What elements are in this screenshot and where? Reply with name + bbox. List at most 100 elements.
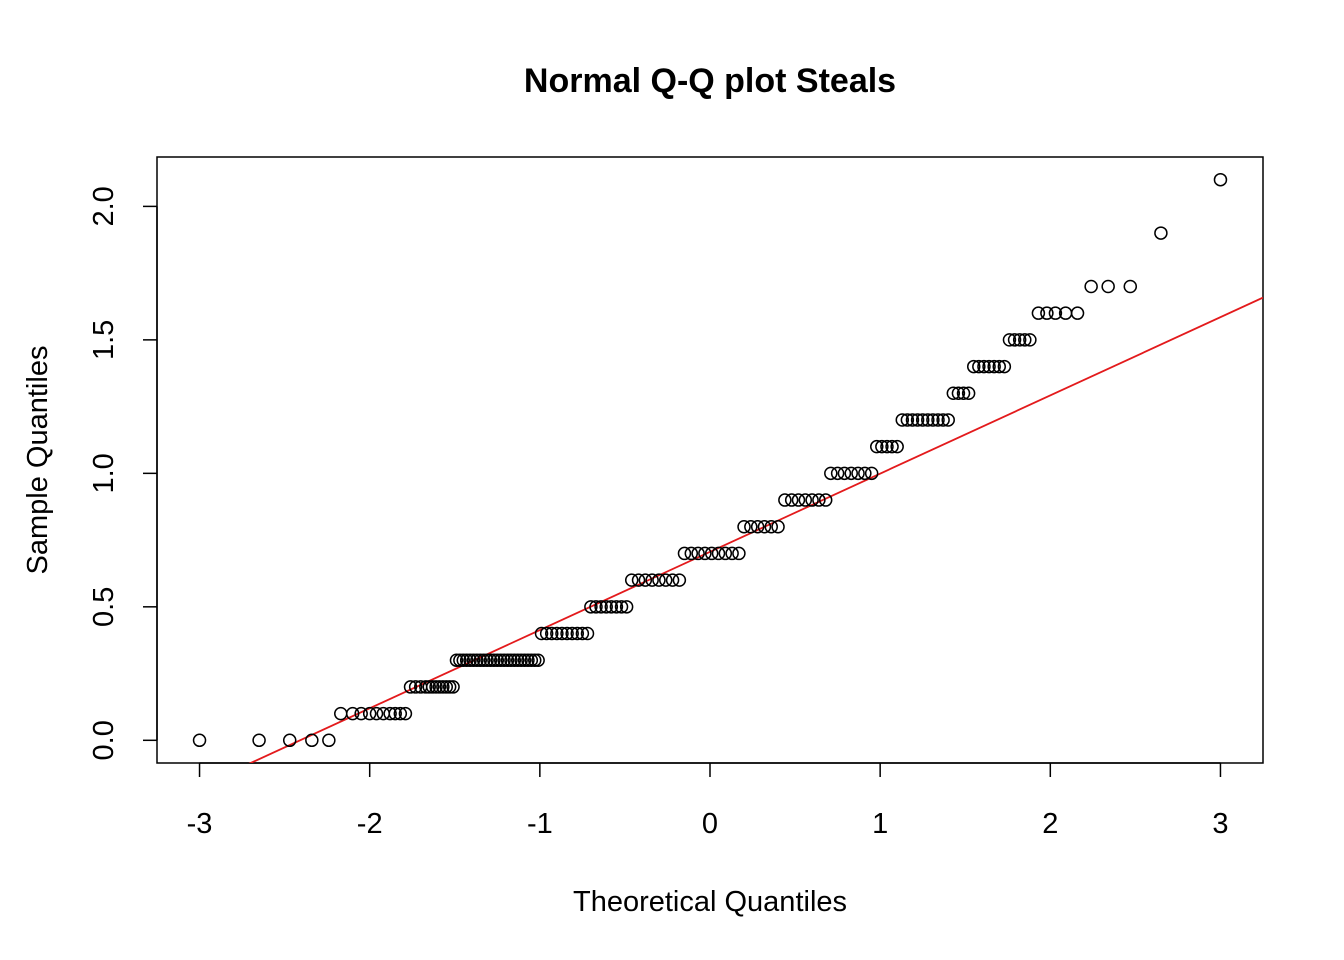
- data-point: [521, 653, 535, 667]
- data-point: [446, 680, 460, 694]
- data-point: [966, 359, 981, 374]
- data-point: [997, 359, 1012, 374]
- data-point: [432, 680, 447, 694]
- data-point: [614, 600, 629, 614]
- data-point: [961, 386, 976, 401]
- data-point: [555, 626, 569, 641]
- data-point: [507, 653, 522, 667]
- data-point: [354, 706, 368, 721]
- data-point: [977, 359, 991, 374]
- data-point: [584, 600, 598, 614]
- data-point: [476, 653, 491, 667]
- data-point: [545, 626, 559, 641]
- y-axis-label: Sample Quantiles: [22, 346, 54, 575]
- y-tick-label: 0.0: [88, 720, 120, 760]
- data-point: [691, 546, 705, 561]
- data-point: [798, 493, 813, 507]
- data-point: [1048, 306, 1063, 320]
- data-point: [677, 546, 692, 561]
- data-point: [870, 439, 884, 454]
- data-point: [672, 573, 687, 587]
- data-point: [514, 653, 528, 667]
- data-point: [638, 573, 653, 587]
- data-point: [704, 546, 719, 561]
- data-point: [910, 413, 925, 427]
- data-point: [1031, 306, 1046, 320]
- data-point: [915, 413, 930, 427]
- data-point: [403, 680, 418, 694]
- data-point: [393, 706, 408, 721]
- data-point: [936, 413, 950, 427]
- data-point: [362, 706, 377, 721]
- data-point: [784, 493, 799, 507]
- data-point: [711, 546, 726, 561]
- data-point: [905, 413, 920, 427]
- data-point: [466, 653, 481, 667]
- data-point: [1012, 333, 1027, 347]
- x-tick-label: -2: [357, 808, 383, 840]
- data-point: [473, 653, 488, 667]
- data-point: [844, 466, 858, 481]
- data-point: [398, 706, 413, 721]
- data-points: [192, 172, 1228, 748]
- data-point: [539, 626, 554, 641]
- data-point: [192, 733, 207, 748]
- data-point: [875, 439, 889, 454]
- data-point: [895, 413, 910, 427]
- data-point: [524, 653, 539, 667]
- data-point: [580, 626, 595, 641]
- data-point: [931, 413, 945, 427]
- x-tick-label: 0: [702, 808, 718, 840]
- data-point: [527, 653, 542, 667]
- y-tick-label: 2.0: [88, 186, 120, 226]
- data-point: [1018, 333, 1032, 347]
- data-point: [631, 573, 646, 587]
- data-point: [750, 519, 765, 534]
- data-point: [972, 359, 986, 374]
- data-point: [490, 653, 505, 667]
- data-point: [921, 413, 935, 427]
- data-point: [725, 546, 739, 561]
- data-point: [1070, 306, 1085, 320]
- data-point: [594, 600, 608, 614]
- data-point: [684, 546, 699, 561]
- x-tick-label: 1: [872, 808, 888, 840]
- data-point: [305, 733, 319, 748]
- data-point: [830, 466, 845, 481]
- data-point: [880, 439, 894, 454]
- x-tick-label: 2: [1042, 808, 1058, 840]
- data-point: [744, 519, 758, 534]
- y-axis: 0.0 0.5 1.0 1.5 2.0: [88, 186, 158, 760]
- data-point: [837, 466, 852, 481]
- y-tick-label: 1.5: [88, 320, 120, 360]
- y-tick-label: 1.0: [88, 453, 120, 493]
- data-point: [463, 653, 477, 667]
- data-point: [550, 626, 564, 641]
- x-tick-label: 3: [1212, 808, 1228, 840]
- data-point: [982, 359, 996, 374]
- data-point: [334, 706, 348, 721]
- data-point: [992, 359, 1007, 374]
- data-point: [778, 493, 792, 507]
- data-point: [619, 600, 634, 614]
- data-point: [599, 600, 613, 614]
- data-point: [449, 653, 464, 667]
- data-point: [812, 493, 826, 507]
- data-point: [890, 439, 904, 454]
- data-point: [1101, 279, 1115, 294]
- data-point: [1213, 172, 1228, 187]
- data-point: [517, 653, 532, 667]
- data-point: [442, 680, 457, 694]
- data-point: [1002, 333, 1017, 347]
- data-point: [388, 706, 402, 721]
- data-point: [624, 573, 639, 587]
- data-point: [369, 706, 384, 721]
- data-point: [422, 680, 436, 694]
- data-point: [487, 653, 501, 667]
- x-axis-label: Theoretical Quantiles: [573, 886, 847, 918]
- data-point: [652, 573, 666, 587]
- data-point: [383, 706, 397, 721]
- data-point: [345, 706, 360, 721]
- data-point: [771, 519, 785, 534]
- data-point: [534, 626, 549, 641]
